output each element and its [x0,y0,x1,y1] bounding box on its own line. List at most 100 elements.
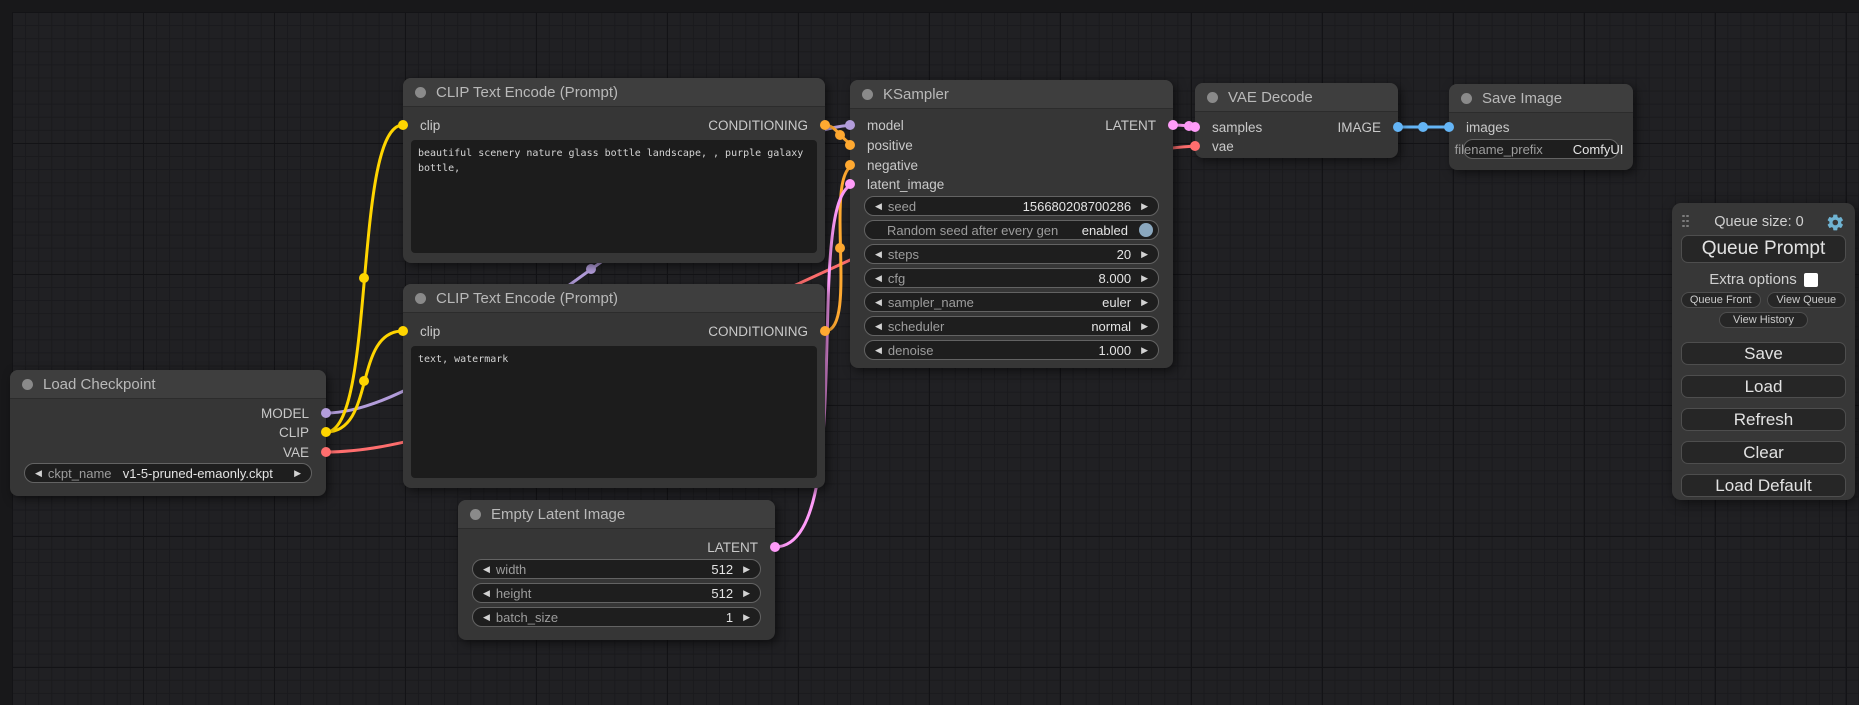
input-slot-model[interactable]: model [845,116,904,134]
output-dot-conditioning[interactable] [820,120,830,130]
output-slot-conditioning[interactable]: CONDITIONING [708,322,830,340]
wire-dot-image[interactable] [1418,122,1428,132]
increment-arrow-icon[interactable]: ▶ [1141,200,1148,211]
collapse-dot-icon[interactable] [1461,92,1472,104]
input-slot-images[interactable]: images [1444,118,1510,136]
load-default-button[interactable]: Load Default [1681,474,1846,497]
node-save-image[interactable]: Save Image images filename_prefix ComfyU… [1444,84,1633,170]
gear-icon[interactable] [1826,213,1845,232]
increment-arrow-icon[interactable]: ▶ [743,611,750,622]
node-title-bar[interactable]: KSampler [850,80,1173,109]
node-vae-decode[interactable]: VAE Decode samples vae IMAGE [1190,83,1403,158]
decrement-arrow-icon[interactable]: ◀ [483,587,490,598]
node-title-bar[interactable]: Load Checkpoint [10,370,326,399]
increment-arrow-icon[interactable]: ▶ [294,467,301,478]
input-slot-negative[interactable]: negative [845,156,918,174]
node-title-bar[interactable]: Save Image [1449,84,1633,113]
input-dot-clip[interactable] [398,326,408,336]
widget-steps[interactable]: ◀ steps 20 ▶ [864,244,1159,264]
output-dot-clip[interactable] [321,427,331,437]
output-slot-image[interactable]: IMAGE [1337,118,1403,136]
node-clip-text-encode-negative[interactable]: CLIP Text Encode (Prompt) clip CONDITION… [398,284,830,488]
wire-latent-input[interactable] [774,182,857,549]
increment-arrow-icon[interactable]: ▶ [1141,272,1148,283]
widget-width[interactable]: ◀ width 512 ▶ [472,559,761,579]
drag-handle-icon[interactable] [1682,214,1692,230]
output-slot-latent[interactable]: LATENT [707,538,780,556]
input-dot-images[interactable] [1444,122,1454,132]
input-dot-samples[interactable] [1190,122,1200,132]
wire-dot-conditioning-positive[interactable] [835,130,845,140]
refresh-button[interactable]: Refresh [1681,408,1846,431]
node-title-bar[interactable]: CLIP Text Encode (Prompt) [403,78,825,107]
view-queue-button[interactable]: View Queue [1766,292,1846,308]
widget-batch-size[interactable]: ◀ batch_size 1 ▶ [472,607,761,627]
decrement-arrow-icon[interactable]: ◀ [483,563,490,574]
input-dot-positive[interactable] [845,140,855,150]
increment-arrow-icon[interactable]: ▶ [743,587,750,598]
node-title-bar[interactable]: VAE Decode [1195,83,1398,112]
input-slot-positive[interactable]: positive [845,136,913,154]
collapse-dot-icon[interactable] [415,292,426,304]
collapse-dot-icon[interactable] [862,88,873,100]
clear-button[interactable]: Clear [1681,441,1846,464]
queue-front-button[interactable]: Queue Front [1681,292,1761,308]
input-dot-clip[interactable] [398,120,408,130]
node-title-bar[interactable]: CLIP Text Encode (Prompt) [403,284,825,313]
increment-arrow-icon[interactable]: ▶ [1141,344,1148,355]
widget-ckpt-name[interactable]: ◀ ckpt_name v1-5-pruned-emaonly.ckpt ▶ [24,463,312,483]
widget-seed[interactable]: ◀ seed 156680208700286 ▶ [864,196,1159,216]
output-slot-vae[interactable]: VAE [283,443,331,461]
node-title-bar[interactable]: Empty Latent Image [458,500,775,529]
increment-arrow-icon[interactable]: ▶ [1141,296,1148,307]
output-dot-latent[interactable] [1168,120,1178,130]
widget-denoise[interactable]: ◀ denoise 1.000 ▶ [864,340,1159,360]
node-clip-text-encode-positive[interactable]: CLIP Text Encode (Prompt) clip CONDITION… [398,78,830,263]
input-dot-model[interactable] [845,120,855,130]
decrement-arrow-icon[interactable]: ◀ [875,320,882,331]
increment-arrow-icon[interactable]: ▶ [1141,320,1148,331]
widget-sampler-name[interactable]: ◀ sampler_name euler ▶ [864,292,1159,312]
extra-options-checkbox[interactable] [1803,272,1818,287]
wire-dot-clip-positive[interactable] [359,273,369,283]
collapse-dot-icon[interactable] [415,86,426,98]
prompt-textarea-positive[interactable]: beautiful scenery nature glass bottle la… [411,140,817,253]
output-slot-clip[interactable]: CLIP [279,423,331,441]
decrement-arrow-icon[interactable]: ◀ [875,272,882,283]
input-dot-latent-image[interactable] [845,179,855,189]
prompt-textarea-negative[interactable]: text, watermark [411,346,817,478]
output-slot-model[interactable]: MODEL [261,404,331,422]
output-dot-model[interactable] [321,408,331,418]
output-dot-vae[interactable] [321,447,331,457]
widget-scheduler[interactable]: ◀ scheduler normal ▶ [864,316,1159,336]
wire-dot-clip-negative[interactable] [359,376,369,386]
widget-filename-prefix[interactable]: filename_prefix ComfyUI [1455,139,1623,159]
wire-dot-model[interactable] [586,264,596,274]
input-slot-clip[interactable]: clip [398,322,440,340]
widget-cfg[interactable]: ◀ cfg 8.000 ▶ [864,268,1159,288]
input-dot-negative[interactable] [845,160,855,170]
increment-arrow-icon[interactable]: ▶ [1141,248,1148,259]
output-slot-conditioning[interactable]: CONDITIONING [708,116,830,134]
collapse-dot-icon[interactable] [470,508,481,520]
input-slot-samples[interactable]: samples [1190,118,1262,136]
decrement-arrow-icon[interactable]: ◀ [875,344,882,355]
decrement-arrow-icon[interactable]: ◀ [875,200,882,211]
decrement-arrow-icon[interactable]: ◀ [483,611,490,622]
collapse-dot-icon[interactable] [22,378,33,390]
wire-dot-conditioning-negative[interactable] [835,243,845,253]
node-ksampler[interactable]: KSampler model positive negative latent_… [845,80,1178,368]
increment-arrow-icon[interactable]: ▶ [743,563,750,574]
decrement-arrow-icon[interactable]: ◀ [875,248,882,259]
decrement-arrow-icon[interactable]: ◀ [35,467,42,478]
input-dot-vae[interactable] [1190,141,1200,151]
widget-random-seed-toggle[interactable]: Random seed after every gen enabled [864,220,1159,240]
save-button[interactable]: Save [1681,342,1846,365]
queue-prompt-button[interactable]: Queue Prompt [1681,235,1846,263]
output-dot-latent[interactable] [770,542,780,552]
output-dot-conditioning[interactable] [820,326,830,336]
input-slot-latent-image[interactable]: latent_image [845,175,944,193]
output-dot-image[interactable] [1393,122,1403,132]
load-button[interactable]: Load [1681,375,1846,398]
